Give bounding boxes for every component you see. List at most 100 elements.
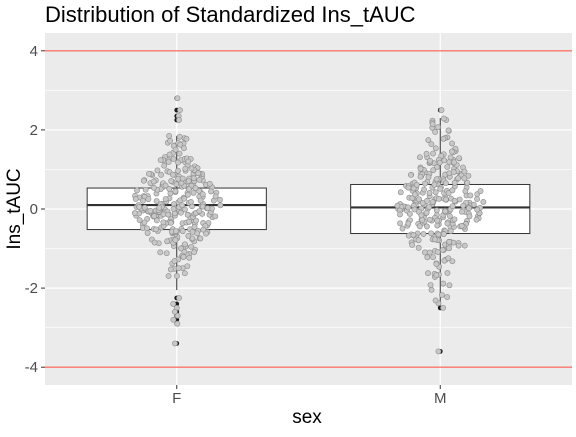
jitter-point [434,164,441,170]
jitter-point [131,210,138,216]
jitter-point [432,236,438,243]
jitter-point [182,165,189,172]
jitter-point [413,182,420,188]
jitter-point [153,217,160,224]
jitter-point [434,222,441,229]
jitter-point [434,217,441,224]
grid-minor [45,90,572,328]
jitter-point [186,218,193,225]
jitter-point [186,186,192,193]
jitter-point [217,202,224,209]
jitter-point [409,242,416,248]
jitter-point [185,158,192,165]
jitter-point [177,141,184,148]
jitter-point [170,301,177,307]
jitter-point [440,280,447,287]
jitter-point [433,272,440,279]
jitter-point [192,185,199,192]
jitter-point [477,188,484,194]
y-tick-label: 2 [30,122,38,139]
jitter-point [419,217,426,223]
jitter-point [157,157,164,164]
jitter-point [473,216,480,223]
jitter-point [175,159,181,166]
jitter-point [172,188,179,195]
jitter-point [197,197,204,204]
jitter-point [451,159,457,166]
jitter-point [397,189,404,196]
jitter-point [456,196,463,203]
jitter-point [440,231,447,237]
jitter-point [172,340,178,347]
jitter-point [421,186,427,193]
jitter-point [445,255,452,262]
jitter-point [181,145,187,152]
jitter-point [433,176,440,183]
jitter-point [179,202,186,209]
jitter-point [447,154,454,161]
jitter-point [426,190,433,196]
jitter-point [444,220,451,227]
jitter-point [174,320,181,327]
chart-title: Distribution of Standardized Ins_tAUC [45,2,416,27]
jitter-point [432,145,439,152]
y-tick-label: 4 [30,43,38,60]
jitter-point [217,196,223,203]
jitter-point [433,207,440,214]
jitter-point [167,219,174,226]
jitter-point [426,216,433,223]
jitter-point [178,245,184,252]
jitter-point [196,176,203,183]
jitter-point [444,294,451,300]
jitter-point [212,193,219,200]
reference-lines [45,50,572,368]
jitter-point [432,129,439,135]
jitter-point [435,231,442,238]
jitter-point [458,223,465,229]
jitter-point [438,292,445,298]
jitter-point [167,266,174,273]
jitter-point [417,165,424,172]
jitter-point [445,127,452,134]
jitter-point [444,164,451,170]
jitter-point [212,213,219,220]
jitter-point [180,254,187,260]
jitter-point [170,316,177,323]
jitter-point [177,209,184,216]
jitter-point [461,175,468,182]
jitter-point [442,208,449,215]
jitter-point [151,213,158,220]
jitter-point [449,203,456,210]
boxes [86,95,531,354]
y-tick-label: 0 [30,201,38,218]
jitter-point [172,146,179,153]
jitter-point [435,124,441,131]
jitter-point [144,225,150,232]
jitter-point [188,198,194,205]
jitter-point [428,286,435,293]
jitter-point [467,192,474,199]
x-axis-title: sex [292,407,322,428]
jitter-point [204,205,211,212]
jitter-point [461,168,468,175]
jitter-point [439,247,446,253]
jitter-point [446,245,452,252]
jitter-point [474,206,481,213]
jitter-point [415,244,422,251]
jitter-point [446,282,453,289]
jitter-point [432,297,439,304]
jitter-point [195,170,202,177]
jitter-point [406,211,413,217]
jitter-point [142,186,149,193]
jitter-point [430,150,436,157]
jitter-point [185,191,191,198]
jitter-point [450,169,457,175]
jitter-point [422,180,428,187]
jitter-point [451,179,458,186]
jitter-point [186,254,193,261]
jitter-point [416,154,423,161]
jitter-point [422,249,428,256]
jitter-point [433,261,440,267]
jitter-point [169,171,176,178]
